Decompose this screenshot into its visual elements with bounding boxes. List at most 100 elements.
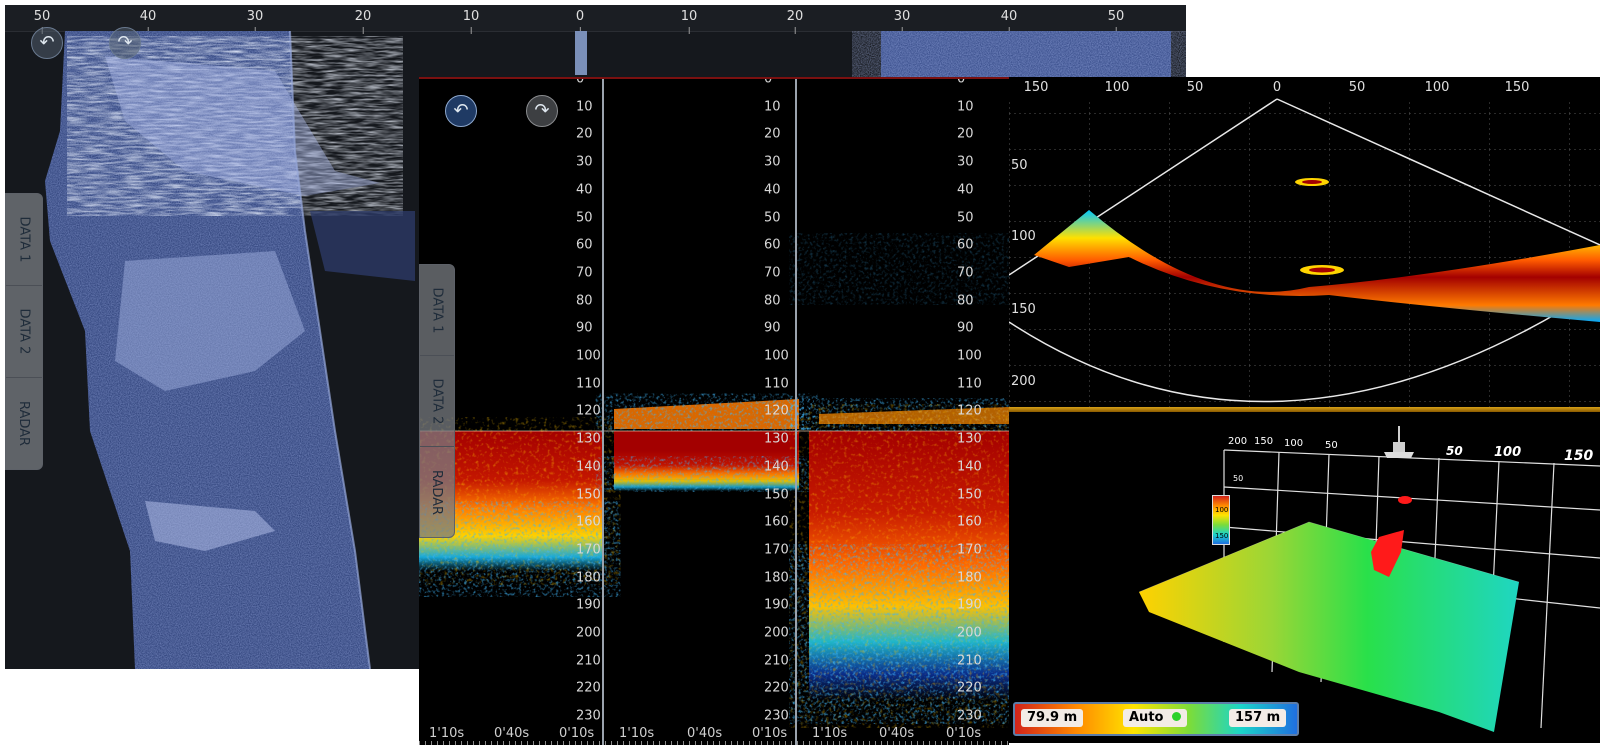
auto-mode-label: Auto	[1129, 710, 1164, 725]
depth-label: 180	[957, 570, 982, 586]
depth-label: 20	[957, 126, 974, 142]
range-tick-label: 50	[1107, 9, 1125, 34]
depth-label: 50	[576, 210, 593, 225]
min-depth-value[interactable]: 79.9 m	[1021, 709, 1084, 727]
depth-label: 20	[576, 126, 593, 142]
depth-label: 50	[764, 210, 781, 225]
depth-label: 30	[576, 154, 593, 170]
panel-separator	[795, 79, 797, 745]
auto-mode-toggle[interactable]: Auto	[1123, 709, 1187, 727]
undo-arrow-icon: ↶	[453, 100, 469, 121]
depth-label: 120	[957, 403, 982, 419]
depth-label: 130	[576, 431, 601, 447]
sector-range-tick: 150	[1504, 80, 1530, 95]
depth-label: 230	[764, 708, 789, 724]
depth-label: 80	[576, 293, 593, 309]
3d-axis-label: 150	[1254, 436, 1274, 447]
range-ruler: 50 40 30 20 10 0 10 20 30 40 50	[5, 5, 1186, 34]
depth-label: 40	[764, 182, 781, 198]
time-label: 0'40s	[494, 726, 530, 741]
max-depth-value[interactable]: 157 m	[1229, 709, 1287, 727]
depth-label: 170	[576, 542, 601, 558]
depth-label: 90	[764, 320, 781, 336]
tab-data-2[interactable]: DATA 2	[420, 356, 454, 447]
echogram-redo-button[interactable]: ↷	[526, 95, 558, 127]
echogram-undo-button[interactable]: ↶	[445, 95, 477, 127]
depth-label: 210	[576, 653, 601, 669]
sector-range-tick: 100	[1104, 80, 1130, 95]
range-tick-label: 30	[246, 9, 264, 34]
depth-label: 200	[764, 625, 789, 641]
time-label: 1'10s	[619, 726, 655, 741]
echogram-side-tabs: DATA 1 DATA 2 RADAR	[419, 264, 455, 538]
sector-range-ruler: 150 100 50 0 50 100 150	[1009, 77, 1600, 99]
depth-label: 150	[576, 487, 601, 502]
time-label: 1'10s	[812, 726, 848, 741]
depth-label: 40	[576, 182, 593, 198]
depth-label: 30	[764, 154, 781, 170]
depth-label: 180	[764, 570, 789, 586]
depth-label: 10	[576, 99, 593, 115]
depth-label: 200	[957, 625, 982, 641]
depth-label: 190	[576, 597, 601, 613]
tab-data-1[interactable]: DATA 1	[420, 265, 454, 356]
tab-radar[interactable]: RADAR	[16, 400, 32, 447]
range-tick-label: 40	[1000, 9, 1018, 34]
depth-label: 10	[957, 99, 974, 115]
depth-label: 110	[576, 376, 601, 392]
depth-label: 120	[576, 403, 601, 419]
depth-label: 230	[957, 708, 982, 724]
depth-label: 190	[957, 597, 982, 613]
depth-label: 110	[957, 376, 982, 392]
range-tick-label: 30	[893, 9, 911, 34]
range-tick-label: 40	[139, 9, 157, 34]
echogram-window: 0 10 20 30 40 50 60 70 80 90 100 110 120 130 140 150 160…	[419, 77, 1009, 745]
sector-depth-label: 100	[1011, 229, 1036, 244]
range-tick-label: 20	[786, 9, 804, 34]
range-tick-label: 10	[680, 9, 698, 34]
redo-button[interactable]: ↷	[109, 27, 141, 59]
sector-depth-label: 50	[1011, 158, 1028, 173]
depth-label: 10	[764, 99, 781, 115]
3d-axis-label: 100	[1494, 445, 1522, 460]
depth-label: 100	[764, 348, 789, 364]
depth-range-bar[interactable]: 79.9 m Auto 157 m	[1013, 702, 1299, 736]
sector-depth-label: 200	[1011, 374, 1036, 389]
depth-label: 140	[957, 459, 982, 475]
depth-label: 80	[957, 293, 974, 309]
range-tick-label: 10	[462, 9, 480, 34]
depth-label: 140	[764, 459, 789, 475]
view-divider[interactable]	[1009, 407, 1600, 412]
depth-label: 130	[957, 431, 982, 447]
depth-label: 60	[957, 237, 974, 253]
depth-label: 0	[957, 77, 966, 87]
tab-data-1[interactable]: DATA 1	[6, 194, 42, 286]
redo-arrow-icon: ↷	[534, 100, 550, 121]
depth-label: 160	[764, 514, 789, 530]
depth-label: 220	[764, 680, 789, 696]
depth-label: 210	[957, 653, 982, 669]
undo-button[interactable]: ↶	[31, 27, 63, 59]
depth-label: 0	[764, 77, 773, 87]
depth-label: 80	[764, 293, 781, 309]
depth-label: 170	[957, 542, 982, 558]
depth-label: 120	[764, 403, 789, 419]
depth-label: 20	[764, 126, 781, 142]
tab-data-2[interactable]: DATA 2	[6, 286, 42, 378]
depth-label: 140	[576, 459, 601, 475]
tab-radar[interactable]: RADAR	[429, 469, 445, 515]
depth-label: 100	[576, 348, 601, 364]
depth-label: 220	[576, 680, 601, 696]
depth-label: 200	[576, 625, 601, 641]
depth-label: 50	[957, 210, 974, 225]
depth-label: 180	[576, 570, 601, 586]
depth-label: 100	[957, 348, 982, 364]
depth-label: 90	[576, 320, 593, 336]
sector-range-tick: 100	[1424, 80, 1450, 95]
depth-label: 0	[576, 77, 585, 87]
depth-label: 90	[957, 320, 974, 336]
depth-label: 220	[957, 680, 982, 696]
depth-label: 60	[764, 237, 781, 253]
depth-label: 160	[576, 514, 601, 530]
sector-range-tick: 50	[1348, 80, 1366, 95]
